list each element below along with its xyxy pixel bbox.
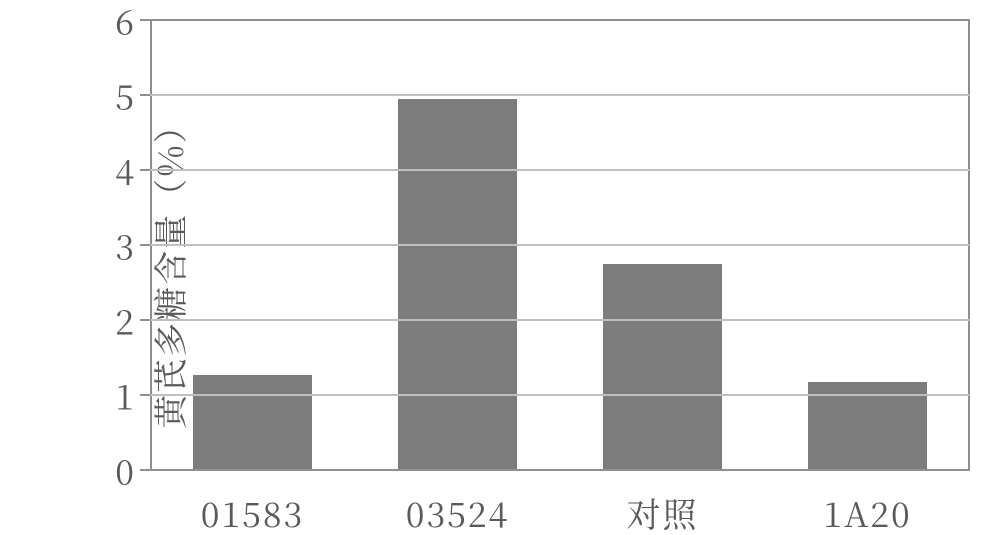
bar bbox=[193, 375, 312, 470]
y-tick-label: 1 bbox=[115, 371, 134, 420]
y-tick bbox=[140, 244, 150, 246]
gridline bbox=[150, 19, 970, 21]
y-tick bbox=[140, 469, 150, 471]
y-tick-label: 3 bbox=[115, 221, 134, 270]
y-tick bbox=[140, 169, 150, 171]
x-axis-labels: 0158303524对照1A20 bbox=[150, 480, 970, 530]
bar bbox=[603, 264, 722, 470]
y-tick bbox=[140, 19, 150, 21]
x-tick-label: 对照 bbox=[627, 488, 699, 535]
y-tick-label: 2 bbox=[115, 296, 134, 345]
gridline bbox=[150, 94, 970, 96]
gridline bbox=[150, 469, 970, 471]
x-tick-label: 01583 bbox=[201, 488, 305, 535]
x-tick-label: 1A20 bbox=[823, 488, 912, 535]
y-tick-label: 5 bbox=[115, 71, 134, 120]
y-tick-label: 4 bbox=[115, 146, 134, 195]
x-tick-label: 03524 bbox=[406, 488, 510, 535]
gridline bbox=[150, 394, 970, 396]
bar bbox=[398, 99, 517, 470]
y-tick-label: 6 bbox=[115, 0, 134, 45]
gridline bbox=[150, 244, 970, 246]
bar-chart: 黄芪多糖含量（%） 0123456 0158303524对照1A20 bbox=[0, 0, 1000, 535]
plot-area: 0123456 bbox=[150, 20, 970, 470]
y-tick bbox=[140, 319, 150, 321]
y-tick bbox=[140, 94, 150, 96]
gridline bbox=[150, 319, 970, 321]
gridline bbox=[150, 169, 970, 171]
y-tick-label: 0 bbox=[115, 446, 134, 495]
y-tick bbox=[140, 394, 150, 396]
